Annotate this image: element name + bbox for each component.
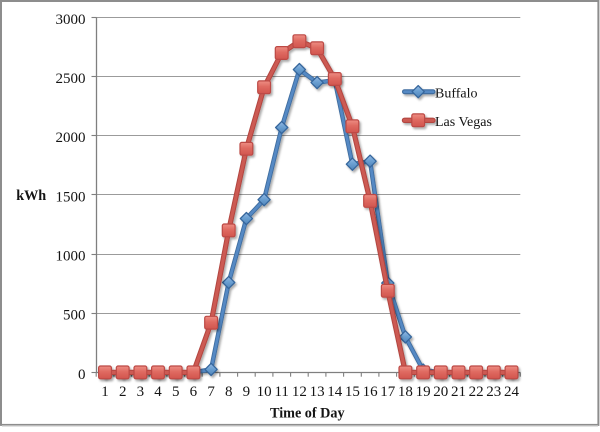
svg-text:6: 6 [190, 384, 198, 400]
svg-text:20: 20 [433, 384, 448, 400]
svg-text:0: 0 [78, 367, 86, 383]
svg-text:17: 17 [380, 384, 396, 400]
svg-text:18: 18 [398, 384, 413, 400]
svg-text:21: 21 [451, 384, 466, 400]
svg-text:22: 22 [469, 384, 484, 400]
svg-text:Buffalo: Buffalo [435, 87, 478, 102]
svg-text:2: 2 [119, 384, 127, 400]
svg-text:500: 500 [63, 308, 86, 324]
svg-text:1000: 1000 [56, 249, 86, 265]
svg-text:23: 23 [486, 384, 501, 400]
svg-text:12: 12 [292, 384, 307, 400]
svg-text:3: 3 [137, 384, 145, 400]
svg-text:13: 13 [310, 384, 325, 400]
svg-text:2500: 2500 [56, 71, 86, 87]
svg-text:24: 24 [504, 384, 520, 400]
svg-text:1500: 1500 [56, 189, 86, 205]
svg-text:16: 16 [363, 384, 379, 400]
svg-text:14: 14 [327, 384, 343, 400]
svg-text:5: 5 [172, 384, 180, 400]
svg-text:4: 4 [154, 384, 162, 400]
svg-text:3000: 3000 [56, 12, 86, 28]
svg-text:10: 10 [257, 384, 272, 400]
svg-text:1: 1 [101, 384, 109, 400]
svg-text:15: 15 [345, 384, 360, 400]
svg-text:11: 11 [274, 384, 288, 400]
svg-text:Las Vegas: Las Vegas [435, 115, 492, 130]
svg-text:19: 19 [416, 384, 431, 400]
svg-text:7: 7 [207, 384, 215, 400]
svg-text:2000: 2000 [56, 130, 86, 146]
svg-text:9: 9 [243, 384, 251, 400]
svg-text:kWh: kWh [16, 188, 46, 204]
svg-text:Time of Day: Time of Day [270, 405, 345, 421]
svg-text:8: 8 [225, 384, 233, 400]
